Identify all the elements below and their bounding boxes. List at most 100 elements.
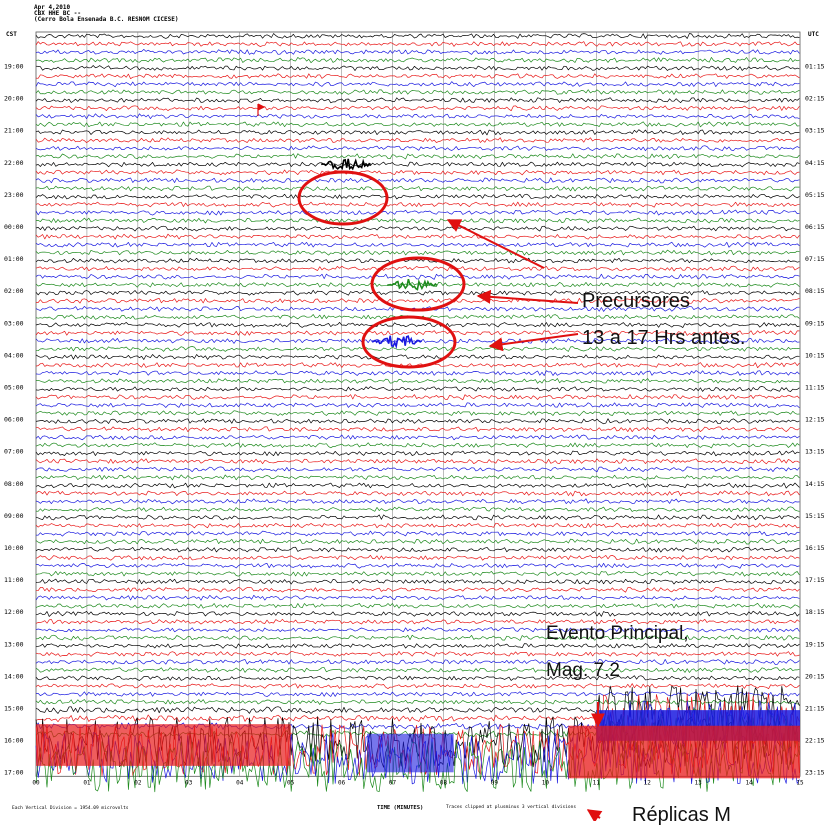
- seismic-trace: [35, 651, 800, 657]
- right-hour-label: 10:15: [805, 351, 825, 359]
- seismic-trace: [35, 97, 800, 104]
- seismic-trace: [35, 434, 800, 441]
- seismic-trace: [35, 177, 800, 184]
- seismic-trace: [35, 129, 800, 136]
- station-name: (Cerro Bola Ensenada B.C. RESNOM CICESE): [34, 16, 179, 23]
- seismic-trace: [35, 450, 800, 457]
- station-date: Apr 4,2010: [34, 4, 71, 11]
- seismic-trace: [35, 113, 800, 120]
- x-tick-label: 06: [338, 779, 346, 786]
- left-hour-labels: 19:00 20:00 21:00 22:00 23:00 00:00 01:00 02:00…: [4, 62, 24, 776]
- right-hour-label: 13:15: [805, 448, 825, 456]
- seismic-trace: [35, 33, 800, 39]
- seismic-trace: [35, 289, 800, 296]
- seismic-trace: [35, 634, 800, 641]
- right-hour-label: 23:15: [805, 769, 825, 777]
- seismic-trace: [35, 643, 800, 649]
- left-axis-label: CST: [6, 31, 17, 38]
- precursor-signal: [371, 335, 423, 350]
- seismic-trace: [35, 378, 800, 384]
- seismic-trace: [35, 65, 800, 71]
- right-hour-label: 07:15: [805, 255, 825, 263]
- seismic-trace: [35, 683, 800, 690]
- left-hour-label: 06:00: [4, 416, 24, 424]
- seismic-trace: [35, 506, 800, 513]
- seismic-trace: [35, 201, 800, 208]
- x-tick-label: 12: [644, 779, 652, 786]
- seismic-trace: [35, 49, 800, 55]
- x-tick-label: 13: [695, 779, 703, 786]
- right-hour-label: 21:15: [805, 704, 825, 712]
- x-tick-label: 11: [593, 779, 601, 786]
- left-hour-label: 01:00: [4, 255, 24, 263]
- seismic-trace: [35, 546, 800, 553]
- seismic-trace: [35, 265, 800, 272]
- main-event-label: Evento Principal,: [546, 623, 689, 644]
- x-axis-label: TIME (MINUTES): [377, 805, 424, 811]
- right-hour-labels: 01:15 02:15 03:15 04:15 05:15 06:15 07:15 08:15…: [805, 62, 825, 776]
- seismic-trace: [35, 73, 800, 80]
- seismic-trace: [35, 410, 800, 417]
- seismic-trace: [35, 418, 800, 425]
- seismic-trace: [35, 89, 800, 95]
- x-tick-label: 02: [134, 779, 142, 786]
- right-hour-label: 03:15: [805, 127, 825, 135]
- right-hour-label: 04:15: [805, 159, 825, 167]
- annotation-marks: [257, 103, 605, 821]
- annotation-arrow: [476, 289, 579, 304]
- seismic-trace: [35, 618, 800, 625]
- replicas-label: Réplicas M: [632, 804, 731, 826]
- right-hour-label: 22:15: [805, 737, 825, 745]
- left-hour-label: 09:00: [4, 512, 24, 520]
- right-axis-label: UTC: [808, 31, 819, 38]
- x-tick-label: 07: [389, 779, 397, 786]
- right-hour-label: 14:15: [805, 480, 825, 488]
- seismic-trace: [35, 627, 800, 633]
- seismic-trace: [35, 105, 800, 112]
- seismic-trace: [35, 402, 800, 408]
- seismic-trace: [35, 145, 800, 152]
- seismic-trace: [35, 570, 800, 577]
- seismic-trace: [35, 257, 800, 264]
- left-hour-label: 21:00: [4, 127, 24, 135]
- seismic-trace: [35, 522, 800, 529]
- right-hour-label: 17:15: [805, 576, 825, 584]
- plot-frame: [35, 31, 801, 777]
- seismic-trace: [35, 57, 800, 64]
- seismic-trace: [35, 330, 800, 336]
- seismic-trace: [35, 394, 800, 401]
- seismic-trace: [35, 699, 800, 705]
- seismic-trace: [35, 169, 800, 176]
- seismic-trace: [35, 233, 800, 240]
- seismic-trace: [35, 586, 800, 593]
- seismic-trace: [35, 474, 800, 481]
- right-hour-label: 01:15: [805, 62, 825, 70]
- scale-note: Each Vertical Division = 1954.09 microvo…: [12, 806, 129, 811]
- seismic-trace: [35, 161, 800, 168]
- highlight-circle: [297, 170, 389, 226]
- left-hour-label: 20:00: [4, 95, 24, 103]
- seismic-trace: [35, 153, 800, 160]
- seismic-trace: [35, 386, 800, 392]
- seismic-trace: [35, 594, 800, 601]
- seismic-trace: [35, 241, 800, 248]
- right-hour-label: 06:15: [805, 223, 825, 231]
- right-hour-label: 08:15: [805, 287, 825, 295]
- highlight-circle: [370, 256, 466, 312]
- annotation-arrow: [488, 333, 579, 352]
- right-hour-label: 15:15: [805, 512, 825, 520]
- seismic-trace: [35, 297, 800, 304]
- seismic-trace: [35, 530, 800, 537]
- x-tick-label: 10: [542, 779, 550, 786]
- left-hour-label: 11:00: [4, 576, 24, 584]
- main-event-magnitude: Mag. 7.2: [546, 660, 620, 681]
- x-tick-label: 00: [32, 779, 40, 786]
- seismic-trace: [35, 498, 800, 505]
- right-hour-label: 09:15: [805, 319, 825, 327]
- seismic-trace: [35, 370, 800, 376]
- precursores-label: Precursores: [582, 290, 690, 312]
- x-tick-label: 01: [83, 779, 91, 786]
- chart-grid: [35, 31, 801, 777]
- x-tick-label: 15: [796, 779, 804, 786]
